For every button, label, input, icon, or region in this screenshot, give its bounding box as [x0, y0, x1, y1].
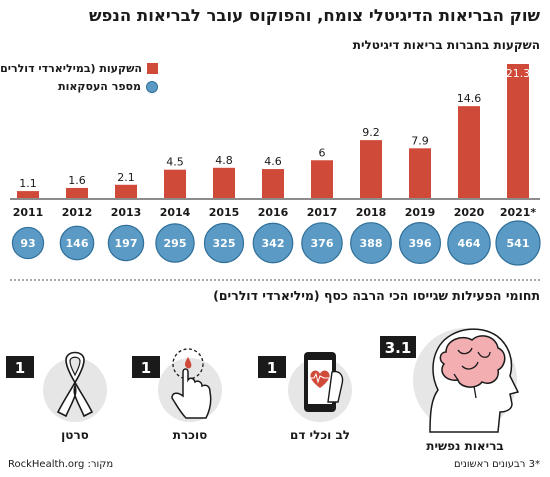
chart-subtitle: השקעות בחברות בריאות דיגיטלית — [352, 38, 540, 52]
deal-circle-2013 — [107, 224, 145, 262]
section-title: תחומי הפעילות שגייסו הכי הרבה כסף (מיליא… — [213, 288, 540, 303]
bar-value-label-2018: 9.2 — [362, 126, 380, 139]
bar-value-label-2013: 2.1 — [117, 171, 135, 184]
value-tag-mental: 3.1 — [380, 336, 416, 358]
year-label-2015: 2015 — [209, 206, 240, 219]
bar-2018 — [360, 140, 382, 198]
legend-investments: השקעות (במיליארדי דולרים) — [0, 62, 158, 75]
deal-count-2012: 146 — [66, 237, 89, 250]
svg-text:1: 1 — [267, 359, 277, 377]
bar-2017 — [311, 160, 333, 198]
year-label-2014: 2014 — [160, 206, 191, 219]
bar-2019 — [409, 148, 431, 198]
bar-2021* — [507, 64, 529, 198]
deal-circle-2011 — [11, 226, 45, 260]
deal-circle-2012 — [59, 225, 95, 261]
deal-count-2018: 388 — [360, 237, 383, 250]
deal-count-2014: 295 — [164, 237, 187, 250]
year-label-2020: 2020 — [454, 206, 485, 219]
deal-count-2019: 396 — [409, 237, 432, 250]
bar-2013 — [115, 184, 137, 198]
source: מקור: RockHealth.org — [8, 459, 114, 470]
year-label-2017: 2017 — [307, 206, 338, 219]
deal-count-2015: 325 — [213, 237, 236, 250]
svg-text:1: 1 — [141, 359, 151, 377]
value-tag-diabetes: 1 — [132, 356, 160, 378]
deal-circle-2018 — [350, 222, 392, 264]
bar-value-label-2020: 14.6 — [457, 92, 482, 105]
year-label-2018: 2018 — [356, 206, 387, 219]
bar-value-label-2015: 4.8 — [215, 154, 233, 167]
bar-2020 — [458, 106, 480, 198]
finger-blood-icon — [158, 348, 222, 422]
deal-circle-2015 — [203, 222, 245, 264]
deal-circle-2017 — [301, 222, 343, 264]
bar-value-label-2019: 7.9 — [411, 134, 429, 147]
value-tag-cardio: 1 — [258, 356, 286, 378]
year-label-2016: 2016 — [258, 206, 289, 219]
heart-phone-icon — [288, 352, 352, 422]
bar-value-label-2016: 4.6 — [264, 155, 282, 168]
deal-circle-2020 — [447, 221, 491, 265]
deal-circle-2019 — [398, 221, 442, 265]
year-label-2011: 2011 — [13, 206, 44, 219]
bar-value-label-2011: 1.1 — [19, 177, 37, 190]
svg-text:1: 1 — [15, 359, 25, 377]
legend-swatch-circle — [146, 80, 158, 93]
activity-label-cardio: לב וכלי דם — [289, 428, 351, 442]
activity-label-cancer: סרטן — [61, 428, 89, 442]
activity-label-mental: בריאות נפשית — [426, 439, 504, 453]
bar-2012 — [66, 187, 88, 198]
ribbon-icon — [43, 351, 107, 422]
year-label-2019: 2019 — [405, 206, 436, 219]
deal-circle-2014 — [155, 223, 195, 263]
legend-label-deals: מספר העסקאות — [58, 80, 141, 93]
legend-deals: מספר העסקאות — [58, 80, 158, 93]
bar-2016 — [262, 169, 284, 198]
bar-2015 — [213, 167, 235, 198]
deal-circle-2016 — [252, 222, 294, 264]
activity-label-diabetes: סוכרת — [172, 428, 208, 442]
page-title: שוק הבריאות הדיגיטלי צומח, והפוקוס עובר … — [89, 6, 540, 25]
year-label-2021*: 2021* — [500, 206, 537, 219]
legend-label-investments: השקעות (במיליארדי דולרים) — [0, 62, 142, 75]
deal-count-2013: 197 — [115, 237, 138, 250]
footnote: *3 רבעונים ראשונים — [453, 459, 540, 470]
bar-value-label-2017: 6 — [319, 146, 326, 159]
deal-count-2011: 93 — [20, 237, 35, 250]
brain-icon — [413, 328, 520, 433]
year-label-2012: 2012 — [62, 206, 93, 219]
year-label-2013: 2013 — [111, 206, 142, 219]
svg-text:3.1: 3.1 — [385, 339, 412, 357]
legend-swatch-bar — [147, 63, 158, 74]
deal-count-2020: 464 — [458, 237, 481, 250]
deal-count-2017: 376 — [311, 237, 334, 250]
bar-2011 — [17, 191, 39, 198]
bar-value-label-2021*: 21.3 — [506, 67, 531, 80]
bar-value-label-2014: 4.5 — [166, 156, 184, 169]
deal-count-2021*: 541 — [507, 237, 530, 250]
bar-2014 — [164, 169, 186, 198]
value-tag-cancer: 1 — [6, 356, 34, 378]
deal-circle-2021* — [495, 220, 541, 266]
deal-count-2016: 342 — [262, 237, 285, 250]
bar-value-label-2012: 1.6 — [68, 174, 86, 187]
